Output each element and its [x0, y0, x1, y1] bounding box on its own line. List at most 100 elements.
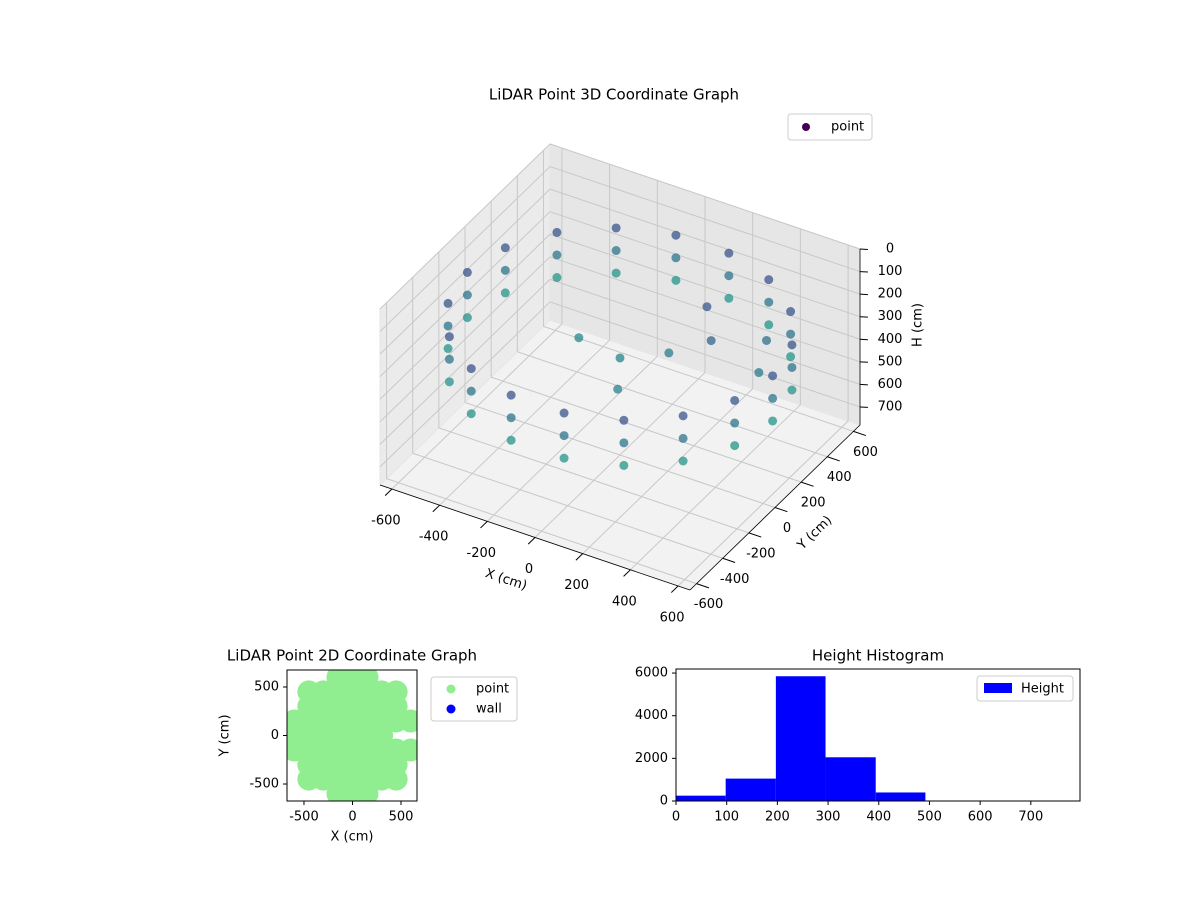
point — [443, 344, 453, 354]
point — [611, 223, 621, 233]
point — [619, 460, 629, 470]
point — [768, 393, 778, 403]
point — [444, 332, 454, 342]
legend-patch — [984, 683, 1012, 693]
y-tick-label: -400 — [720, 572, 750, 587]
point — [678, 433, 688, 443]
y-tick — [748, 532, 762, 538]
y-tick-label: 2000 — [635, 751, 668, 766]
z-tick-label: 700 — [878, 399, 903, 414]
point — [500, 265, 510, 275]
y-tick — [696, 583, 710, 589]
x-tick-label: 600 — [660, 610, 685, 625]
x-tick-label: 500 — [389, 810, 414, 825]
point — [664, 348, 674, 358]
point — [574, 333, 584, 343]
x-tick-label: 700 — [1018, 810, 1043, 825]
grid-line — [386, 478, 697, 585]
point — [762, 335, 772, 345]
point — [443, 321, 453, 331]
point — [787, 340, 797, 350]
point — [702, 302, 712, 312]
point — [786, 352, 796, 362]
point — [559, 453, 569, 463]
x-tick — [480, 520, 488, 529]
z-tick-label: 300 — [878, 309, 903, 324]
grid-line — [543, 325, 854, 432]
axes-frame — [675, 668, 1081, 802]
x-tick — [432, 504, 440, 513]
grid-line — [379, 143, 551, 310]
x-tick-label: 500 — [917, 810, 942, 825]
point — [619, 438, 629, 448]
y-tick — [853, 430, 867, 437]
x-tick-label: -500 — [289, 810, 319, 825]
point — [552, 273, 562, 283]
y-tick-label: 600 — [853, 445, 878, 460]
x-tick — [384, 488, 393, 496]
grid-line — [549, 301, 861, 408]
point — [786, 329, 796, 339]
legend-label: point — [831, 120, 864, 135]
grid-line — [412, 452, 723, 559]
legend-marker — [446, 704, 456, 714]
y-tick-label: -200 — [746, 546, 776, 561]
point — [671, 230, 681, 240]
point — [444, 354, 454, 364]
plot-area — [287, 670, 417, 801]
y-tick-label: 500 — [254, 679, 279, 694]
point — [399, 709, 417, 733]
point — [462, 267, 472, 277]
x-tick-label: 600 — [968, 810, 993, 825]
point — [355, 782, 379, 801]
point — [730, 418, 740, 428]
point — [466, 409, 476, 419]
grid-line — [549, 278, 861, 385]
y-tick — [827, 456, 840, 462]
point — [384, 767, 408, 791]
legend-box — [430, 676, 518, 722]
y-tick-label: -500 — [249, 777, 279, 792]
z-tick-label: 400 — [878, 332, 903, 347]
point — [506, 435, 516, 445]
grid-line — [379, 166, 551, 332]
point — [444, 377, 454, 387]
point — [768, 371, 778, 381]
point — [559, 431, 569, 441]
y-tick-label: 0 — [783, 521, 791, 536]
point — [466, 386, 476, 396]
legend-label: point — [476, 682, 509, 697]
z-axis-label: H (cm) — [911, 303, 926, 347]
grid-line — [549, 166, 861, 273]
axis-line — [379, 484, 691, 591]
x-tick — [575, 553, 584, 561]
point — [552, 227, 562, 237]
y-tick-label: 4000 — [635, 708, 668, 723]
point — [724, 271, 734, 281]
point — [786, 307, 796, 317]
grid-line — [549, 233, 861, 340]
x-tick-label: 0 — [348, 810, 356, 825]
point — [552, 250, 562, 260]
y-tick-label: 400 — [827, 470, 852, 485]
x-tick-label: 200 — [564, 578, 589, 593]
point — [671, 253, 681, 263]
point — [730, 395, 740, 405]
z-tick-label: 500 — [878, 354, 903, 369]
bar — [725, 778, 776, 801]
axis-line — [689, 424, 861, 591]
point — [506, 413, 516, 423]
point — [671, 275, 681, 285]
point — [724, 293, 734, 303]
point — [506, 390, 516, 400]
y-tick-label: 0 — [660, 794, 668, 809]
x-axis-label: X (cm) — [331, 830, 374, 845]
y-tick-label: -600 — [694, 597, 724, 612]
point — [678, 456, 688, 466]
bar — [676, 795, 726, 801]
z-tick-label: 600 — [878, 377, 903, 392]
chart-title: LiDAR Point 3D Coordinate Graph — [489, 86, 739, 104]
grid-line — [379, 301, 551, 468]
x-tick-label: 100 — [714, 810, 739, 825]
